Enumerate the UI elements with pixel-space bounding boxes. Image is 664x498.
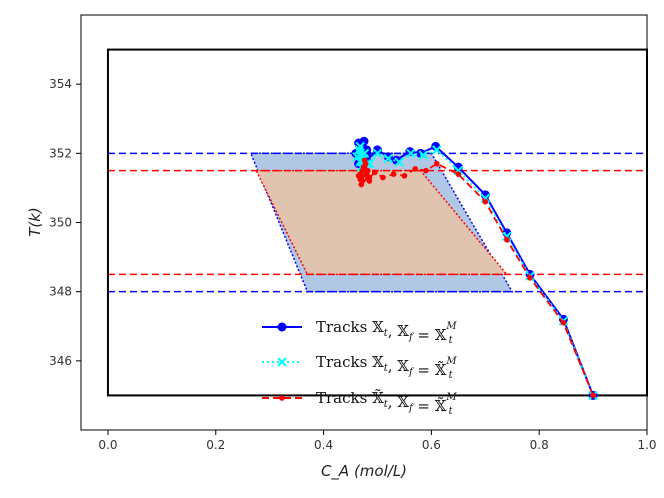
series-red-point xyxy=(390,171,397,177)
series-red-point xyxy=(423,167,429,174)
legend-swatch-marker xyxy=(279,395,285,401)
series-red-point xyxy=(527,275,533,281)
y-axis-ticks: 346 348 350 352 354 xyxy=(49,77,81,368)
legend-swatch-marker xyxy=(277,357,287,367)
legend-entry: Tracks 𝕏t, 𝕏f = 𝕏̃M t xyxy=(262,353,457,381)
legend: Tracks 𝕏t, 𝕏f = 𝕏M t Tracks 𝕏t, 𝕏f = 𝕏̃M t T… xyxy=(262,318,457,417)
y-tick-label: 354 xyxy=(49,77,72,91)
y-tick-label: 352 xyxy=(49,146,72,160)
regions-layer xyxy=(249,152,514,293)
series-cyan-point xyxy=(394,157,404,167)
legend-label: Tracks 𝕏t, 𝕏f = 𝕏M t xyxy=(316,318,457,346)
series-red-point xyxy=(482,198,489,205)
series-red-point xyxy=(590,392,596,399)
y-tick-label: 350 xyxy=(49,216,72,230)
x-tick-label: 0.0 xyxy=(98,438,117,452)
x-tick-label: 1.0 xyxy=(637,438,656,452)
legend-entry: Tracks 𝕏t, 𝕏f = 𝕏M t xyxy=(262,318,457,346)
series-red-point xyxy=(364,167,371,174)
series-red-point xyxy=(412,166,419,172)
series-cyan-point xyxy=(372,148,383,159)
legend-label: Tracks 𝕏̃t, 𝕏f = 𝕏̃M t xyxy=(316,388,457,417)
series-red xyxy=(355,157,596,399)
x-tick-label: 0.2 xyxy=(206,438,225,452)
y-axis-label: T(k) xyxy=(26,207,44,237)
series-cyan-point xyxy=(406,148,416,159)
series-red-point xyxy=(380,174,386,181)
x-tick-label: 0.6 xyxy=(422,438,441,452)
legend-entry: Tracks 𝕏̃t, 𝕏f = 𝕏̃M t xyxy=(262,388,457,417)
series-cyan-point xyxy=(432,145,442,155)
x-axis-ticks: 0.0 0.2 0.4 0.6 0.8 1.0 xyxy=(98,430,657,452)
y-tick-label: 346 xyxy=(49,354,72,368)
x-axis-label: C_A (mol/L) xyxy=(321,462,407,481)
series-red-point xyxy=(455,171,462,177)
x-tick-label: 0.4 xyxy=(314,438,333,452)
series-red-point xyxy=(560,319,567,326)
series-cyan-point xyxy=(383,153,393,164)
series-red-point xyxy=(366,178,373,184)
legend-label: Tracks 𝕏t, 𝕏f = 𝕏̃M t xyxy=(316,353,457,381)
series-cyan-point xyxy=(354,145,364,155)
series-cyan-point xyxy=(418,150,429,160)
y-tick-label: 348 xyxy=(49,285,72,299)
legend-swatch-marker xyxy=(277,322,287,332)
series-red-point xyxy=(371,169,378,176)
series-red-point xyxy=(360,164,367,170)
series-red-point xyxy=(358,174,365,181)
series-red-point xyxy=(504,236,510,243)
series-red-point xyxy=(358,181,365,188)
series-red-point xyxy=(433,160,440,167)
x-tick-label: 0.8 xyxy=(530,438,549,452)
series-red-point xyxy=(361,157,368,164)
series-red-point xyxy=(401,173,408,179)
series-layer xyxy=(351,136,598,401)
